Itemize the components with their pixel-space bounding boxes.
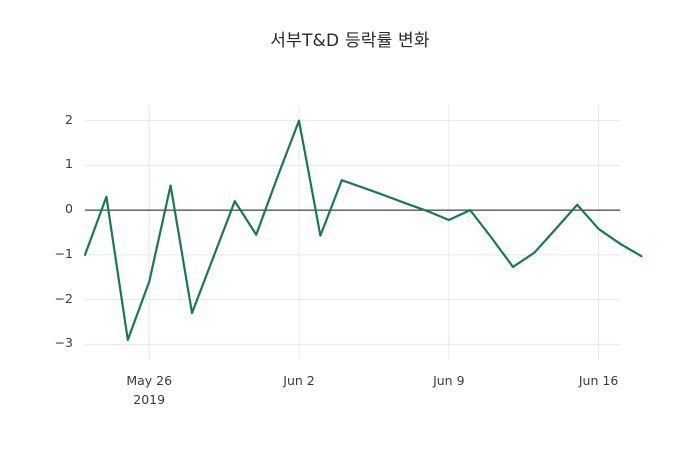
x-tick-label-year: 2019 <box>133 392 166 408</box>
x-tick-label: Jun 2 <box>239 371 359 390</box>
y-tick-label: 0 <box>65 201 73 217</box>
x-tick-label: May 26 2019 <box>89 371 209 410</box>
y-tick-label: −3 <box>54 335 73 351</box>
data-series-lines <box>83 119 643 341</box>
y-tick-label: −2 <box>54 290 73 306</box>
x-tick-label-primary: Jun 9 <box>433 373 465 388</box>
y-tick-label: −1 <box>54 245 73 261</box>
vertical-gridlines <box>148 105 600 360</box>
chart-title: 서부T&D 등락률 변화 <box>270 31 430 51</box>
y-tick-label: 2 <box>65 111 73 127</box>
y-tick-label: 1 <box>65 156 73 172</box>
horizontal-gridlines <box>85 120 620 345</box>
x-tick-label-primary: May 26 <box>126 373 173 388</box>
x-tick-label: Jun 16 <box>539 371 659 390</box>
x-tick-label-primary: Jun 2 <box>283 373 315 388</box>
x-tick-label: Jun 9 <box>389 371 509 390</box>
x-tick-label-primary: Jun 16 <box>578 373 619 388</box>
